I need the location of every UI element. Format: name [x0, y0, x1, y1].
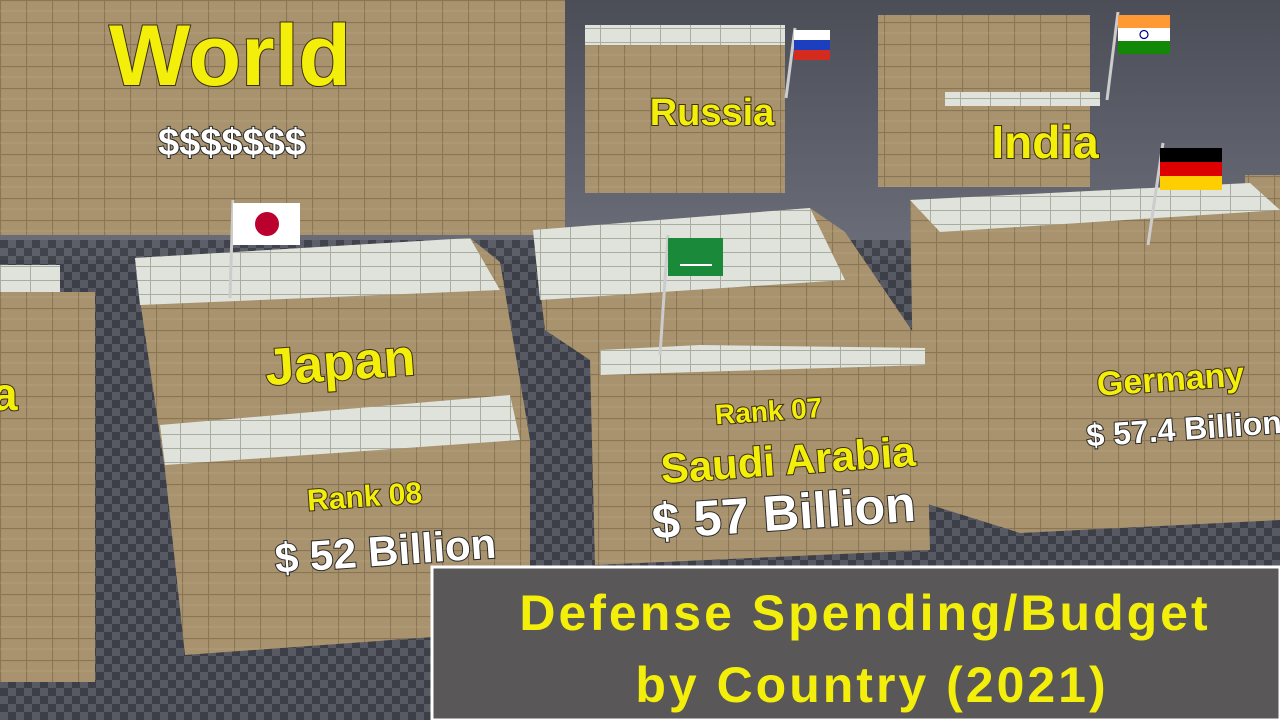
title-line-1: Defense Spending/Budget [519, 585, 1210, 641]
title-line-2: by Country (2021) [635, 657, 1108, 713]
saudi-step [600, 345, 925, 375]
russia-label: Russia [650, 92, 775, 134]
russia-top [585, 25, 785, 47]
russia-flag [784, 27, 830, 99]
world-block [0, 0, 565, 235]
world-amount: $$$$$$$ [158, 122, 306, 164]
russia-block [585, 45, 785, 193]
saudi-flag [658, 234, 723, 356]
germany-block [910, 183, 1280, 533]
saudi-block [533, 208, 930, 565]
japan-label: Japan [263, 329, 417, 397]
germany-flag [1146, 142, 1222, 246]
india-label: India [991, 116, 1099, 168]
partial-label: a [0, 368, 18, 420]
japan-flag [228, 199, 300, 299]
india-top [945, 92, 1100, 106]
world-label: World [109, 8, 351, 104]
germany-top [910, 183, 1280, 232]
india-flag [1105, 11, 1170, 101]
left-block [0, 292, 95, 682]
japan-step [160, 395, 520, 465]
japan-top [135, 238, 500, 305]
left-top [0, 265, 60, 295]
title-banner [430, 565, 1280, 720]
